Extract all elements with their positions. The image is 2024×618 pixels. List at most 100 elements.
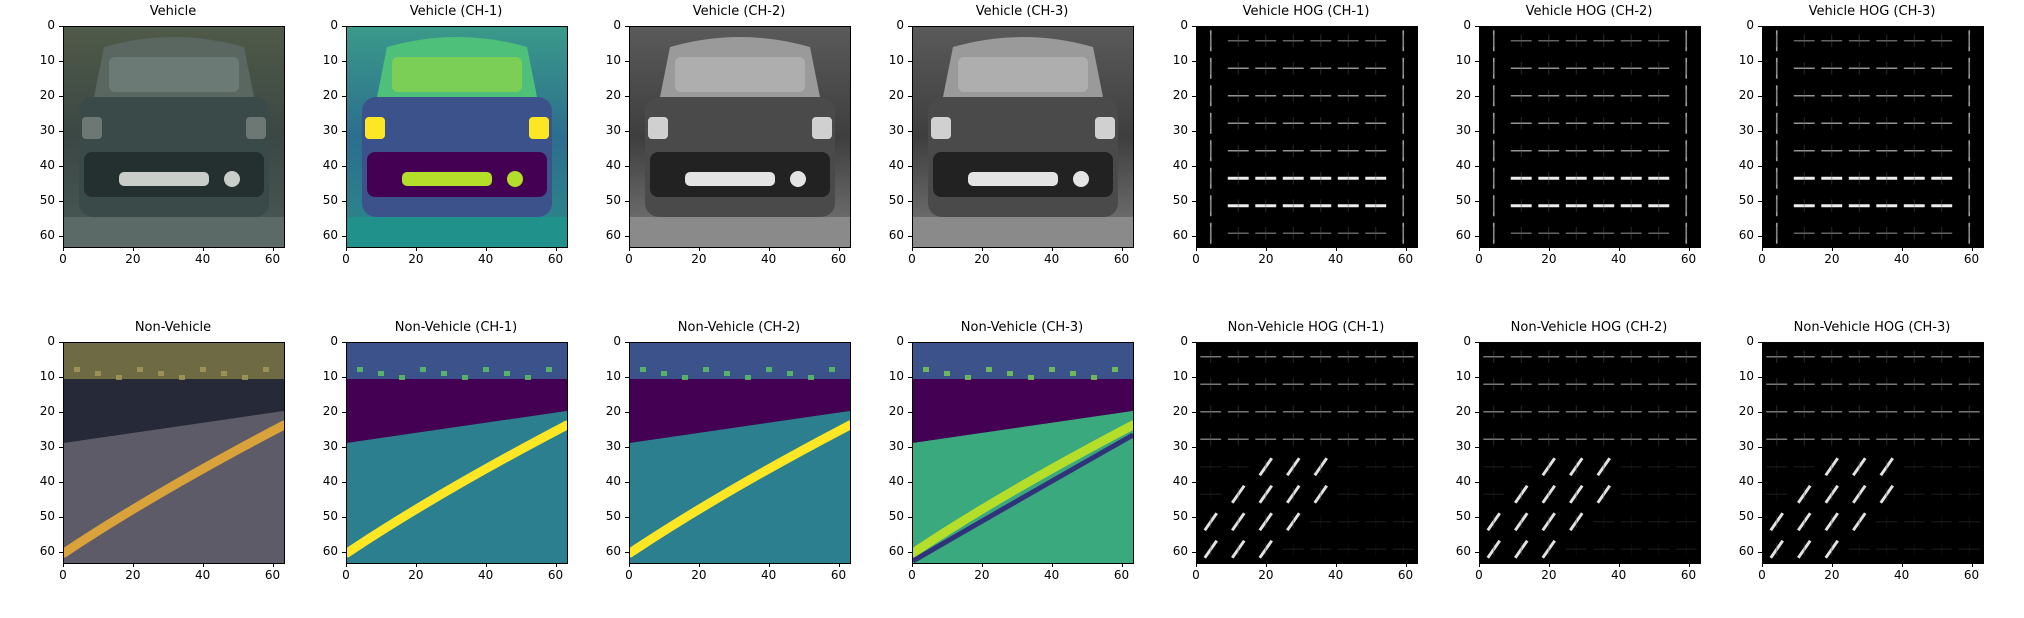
y-tick-label: 0 — [330, 18, 338, 32]
y-tick-mark — [625, 60, 629, 62]
y-tick-mark — [625, 26, 629, 27]
image-panel: Vehicle (CH-1) 0 10 20 30 40 50 60 0 20 40 60 — [306, 2, 586, 282]
x-tick-label: 20 — [1258, 252, 1274, 266]
y-tick-label: 50 — [39, 192, 55, 207]
y-tick-mark — [625, 342, 629, 343]
y-tick-mark — [625, 200, 629, 202]
x-tick-mark — [838, 247, 840, 251]
y-tick-mark — [1475, 481, 1479, 483]
y-tick-label: 0 — [613, 334, 621, 348]
y-tick-label: 10 — [322, 368, 338, 383]
x-tick-label: 40 — [195, 568, 211, 582]
y-tick-mark — [59, 446, 63, 448]
x-tick-label: 40 — [1611, 252, 1627, 266]
panel-title: Non-Vehicle (CH-2) — [677, 320, 801, 335]
x-tick-mark — [1479, 247, 1480, 251]
x-tick-label: 20 — [408, 252, 424, 266]
y-tick-mark — [1475, 376, 1479, 378]
y-tick-label: 30 — [1738, 438, 1754, 453]
x-tick-label: 20 — [974, 568, 990, 582]
panel-title: Vehicle (CH-3) — [975, 4, 1069, 19]
y-tick-label: 10 — [39, 52, 55, 67]
x-tick-mark — [1121, 563, 1123, 567]
y-tick-mark — [1758, 60, 1762, 62]
y-tick-label: 30 — [1172, 122, 1188, 137]
image-panel: Vehicle HOG (CH-2) 0 10 20 30 40 50 60 0 20 40 60 — [1439, 2, 1719, 282]
x-tick-label: 60 — [1680, 252, 1697, 266]
y-tick-mark — [1192, 130, 1196, 132]
y-tick-label: 60 — [888, 543, 904, 558]
y-tick-mark — [1192, 60, 1196, 62]
y-tick-mark — [342, 26, 346, 27]
image-panel: Non-Vehicle HOG (CH-1) 0 10 20 30 40 50 60 0 20 40… — [1156, 318, 1436, 598]
image-content — [64, 27, 284, 247]
x-tick-mark — [555, 247, 557, 251]
x-tick-label: 40 — [761, 252, 777, 266]
image-panel: Non-Vehicle (CH-2) 0 10 20 30 40 50 60 0 20 40 60 — [589, 318, 869, 598]
x-tick-label: 40 — [1894, 568, 1910, 582]
x-tick-label: 60 — [830, 252, 847, 266]
image-content — [1197, 27, 1417, 247]
y-tick-label: 50 — [322, 192, 338, 207]
y-tick-label: 20 — [605, 403, 621, 418]
y-tick-label: 0 — [896, 334, 904, 348]
image-frame — [629, 26, 851, 248]
y-tick-mark — [908, 516, 912, 518]
y-tick-mark — [1758, 551, 1762, 553]
x-tick-label: 0 — [1475, 568, 1483, 582]
panel-title: Non-Vehicle — [134, 320, 212, 335]
x-tick-label: 60 — [1397, 568, 1414, 582]
image-panel: Non-Vehicle 0 10 20 30 40 50 60 0 20 40 60 — [23, 318, 303, 598]
x-tick-label: 20 — [1824, 252, 1840, 266]
y-tick-label: 50 — [1172, 192, 1188, 207]
panel-title: Non-Vehicle HOG (CH-3) — [1793, 320, 1951, 335]
y-tick-mark — [625, 516, 629, 518]
panel-title: Non-Vehicle HOG (CH-2) — [1510, 320, 1668, 335]
y-tick-mark — [342, 235, 346, 237]
y-tick-mark — [1192, 376, 1196, 378]
y-tick-mark — [908, 26, 912, 27]
y-tick-mark — [59, 376, 63, 378]
y-tick-label: 30 — [39, 122, 55, 137]
y-tick-mark — [1758, 411, 1762, 413]
image-frame — [1479, 342, 1701, 564]
x-tick-label: 0 — [1192, 568, 1200, 582]
image-panel: Vehicle (CH-2) 0 10 20 30 40 50 60 0 20 40 60 — [589, 2, 869, 282]
x-tick-mark — [768, 563, 770, 567]
y-tick-mark — [1192, 516, 1196, 518]
x-tick-mark — [63, 563, 64, 567]
y-tick-mark — [908, 376, 912, 378]
image-content — [1763, 27, 1983, 247]
y-tick-mark — [1192, 235, 1196, 237]
x-tick-mark — [912, 247, 913, 251]
x-tick-mark — [1405, 247, 1407, 251]
x-tick-label: 20 — [974, 252, 990, 266]
y-tick-label: 10 — [888, 368, 904, 383]
y-tick-mark — [59, 516, 63, 518]
x-tick-mark — [981, 563, 983, 567]
y-tick-label: 0 — [1746, 18, 1754, 32]
y-tick-label: 30 — [605, 438, 621, 453]
panel-title: Vehicle HOG (CH-1) — [1242, 4, 1370, 19]
x-tick-mark — [555, 563, 557, 567]
image-panel: Non-Vehicle HOG (CH-3) 0 10 20 30 40 50 60 0 20 40… — [1722, 318, 2002, 598]
y-tick-label: 20 — [1455, 87, 1471, 102]
y-tick-label: 60 — [322, 543, 338, 558]
x-tick-label: 40 — [1328, 568, 1344, 582]
y-tick-mark — [908, 95, 912, 97]
y-tick-label: 30 — [1738, 122, 1754, 137]
image-content — [347, 27, 567, 247]
y-tick-label: 30 — [1455, 438, 1471, 453]
x-tick-label: 0 — [625, 568, 633, 582]
x-tick-label: 40 — [478, 568, 494, 582]
x-tick-label: 0 — [1475, 252, 1483, 266]
x-tick-label: 0 — [342, 252, 350, 266]
x-tick-mark — [1762, 563, 1763, 567]
y-tick-label: 40 — [322, 157, 338, 172]
x-tick-mark — [1196, 563, 1197, 567]
x-tick-label: 60 — [547, 252, 564, 266]
x-tick-mark — [1688, 247, 1690, 251]
y-tick-label: 10 — [1172, 368, 1188, 383]
image-content — [1763, 343, 1983, 563]
y-tick-label: 0 — [330, 334, 338, 348]
